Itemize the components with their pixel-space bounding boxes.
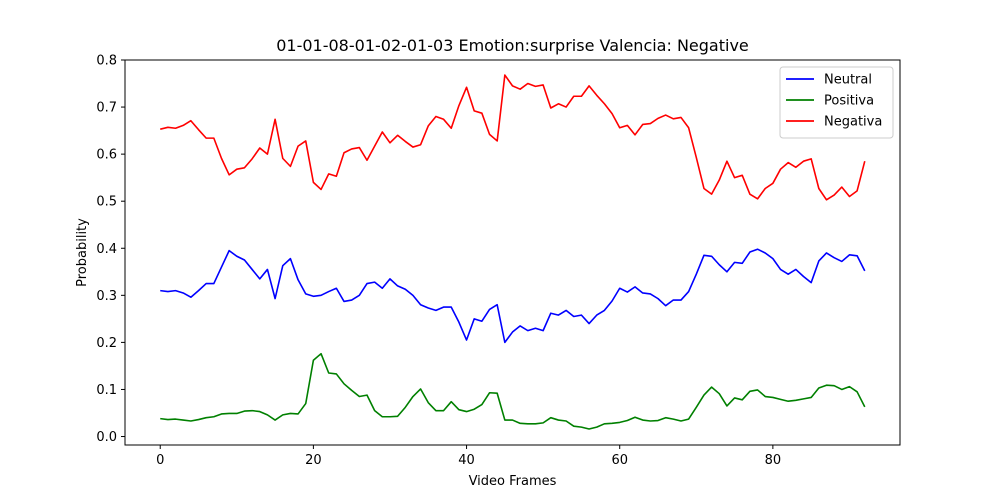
y-tick-label: 0.4 (96, 242, 117, 257)
series-line-negativa (160, 74, 866, 201)
y-tick-label: 0.6 (96, 148, 117, 163)
x-axis-label: Video Frames (469, 474, 557, 489)
x-tick-label: 60 (611, 453, 628, 468)
y-tick-label: 0.0 (96, 430, 117, 445)
legend: Neutral Positiva Negativa (779, 66, 894, 139)
y-tick-label: 0.2 (96, 336, 117, 351)
x-tick-label: 40 (458, 453, 475, 468)
tick-layer: 0 20 40 60 80 0.0 0.1 0.2 0.3 0.4 0.5 0.6 0.7 0.8 (96, 54, 781, 469)
series-line-neutral (160, 248, 866, 344)
series-line-positiva (160, 352, 866, 430)
legend-label-positiva: Positiva (824, 94, 874, 109)
legend-label-neutral: Neutral (824, 73, 872, 88)
x-tick-label: 0 (156, 453, 164, 468)
y-tick-label: 0.7 (96, 101, 117, 116)
x-tick-label: 20 (305, 453, 322, 468)
chart-title: 01-01-08-01-02-01-03 Emotion:surprise Va… (276, 36, 749, 55)
y-tick-label: 0.5 (96, 195, 117, 210)
y-axis-label: Probability (75, 218, 90, 287)
axes-frame (124, 59, 901, 446)
y-tick-label: 0.8 (96, 54, 117, 69)
y-tick-label: 0.3 (96, 289, 117, 304)
y-tick-label: 0.1 (96, 383, 117, 398)
legend-label-negativa: Negativa (824, 115, 882, 130)
series-layer (160, 74, 866, 430)
x-tick-label: 80 (765, 453, 782, 468)
